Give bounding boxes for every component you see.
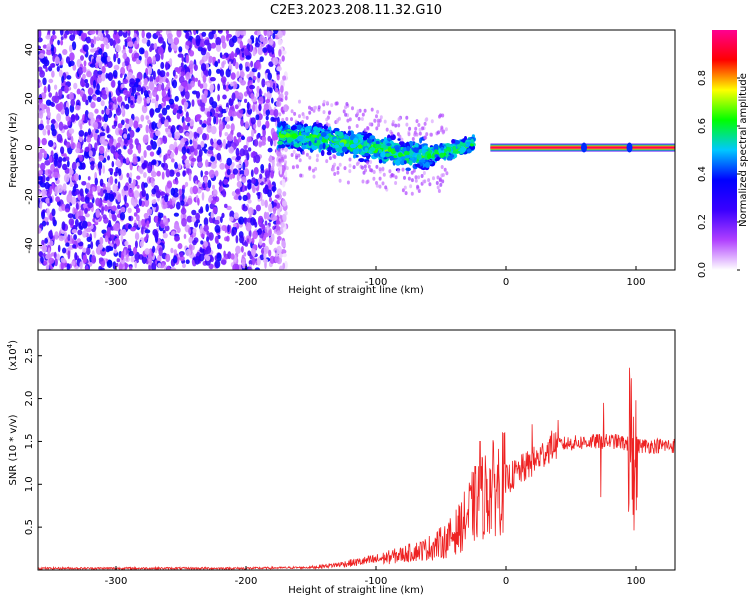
spectrogram-y-label: Frequency (Hz) (8, 112, 19, 188)
snr-y-tick-label: 2.0 (24, 391, 35, 407)
snr-frame (37, 329, 676, 571)
spectrogram-image (38, 30, 675, 270)
spectrogram-y-tick-label: 0 (24, 144, 35, 150)
snr-y-multiplier-close: ) (8, 340, 19, 344)
snr-y-tick-label: 1.5 (24, 433, 35, 449)
snr-x-tick-label: -200 (235, 576, 258, 587)
colorbar-tick-label: 0.6 (697, 118, 708, 134)
spectrogram-y-tick-label: -20 (24, 188, 35, 204)
snr-y-multiplier-exp: 4 (6, 343, 14, 348)
spectrogram-x-tick-label: -100 (365, 277, 388, 288)
colorbar-tick-label: 0.8 (697, 70, 708, 86)
spectrogram-x-ticks: -300 -200 -100 0 100 (105, 266, 646, 288)
spectrogram-y-ticks: -40 -20 0 20 40 (24, 43, 42, 254)
colorbar-tick-label: 0.4 (697, 166, 708, 182)
spectrogram-frame (37, 29, 676, 271)
figure-title: C2E3.2023.208.11.32.G10 (270, 3, 442, 18)
svg-text:(x104): (x104) (6, 340, 19, 371)
snr-x-tick-label: 100 (626, 576, 645, 587)
snr-y-label: SNR (10 * v/v) (8, 414, 19, 485)
snr-x-tick-label: -300 (105, 576, 128, 587)
snr-panel: -300 -200 -100 0 100 0.5 1.0 1.5 2.0 2.5 Height … (6, 329, 676, 596)
snr-x-label: Height of straight line (km) (288, 585, 424, 596)
spectrogram-x-tick-label: 100 (626, 277, 645, 288)
snr-y-tick-label: 2.5 (24, 348, 35, 364)
spectrogram-y-tick-label: -40 (24, 237, 35, 253)
colorbar-tick-label: 0.0 (697, 262, 708, 278)
snr-x-ticks: -300 -200 -100 0 100 (105, 566, 646, 587)
snr-y-tick-label: 0.5 (24, 519, 35, 535)
spectrogram-x-tick-label: 0 (503, 277, 509, 288)
spectrogram-y-tick-label: 40 (24, 43, 35, 56)
colorbar-ticks: 0.0 0.2 0.4 0.6 0.8 (697, 70, 740, 278)
colorbar: 0.0 0.2 0.4 0.6 0.8 Normalized spectral ampl… (697, 30, 749, 278)
snr-y-ticks: 0.5 1.0 1.5 2.0 2.5 (24, 348, 42, 535)
snr-series-line (38, 367, 675, 570)
spectrogram-x-tick-label: -200 (235, 277, 258, 288)
spectrogram-x-label: Height of straight line (km) (288, 285, 424, 296)
snr-y-multiplier: (x104) (6, 340, 19, 371)
colorbar-tick-label: 0.2 (697, 214, 708, 230)
spectrogram-x-tick-label: -300 (105, 277, 128, 288)
colorbar-ramp (712, 30, 737, 270)
snr-y-tick-label: 1.0 (24, 476, 35, 492)
spectrogram-y-tick-label: 20 (24, 92, 35, 105)
snr-x-tick-label: 0 (503, 576, 509, 587)
colorbar-label: Normalized spectral amplitude (738, 73, 749, 227)
snr-y-multiplier-base: (x10 (8, 348, 19, 371)
snr-x-tick-label: -100 (365, 576, 388, 587)
